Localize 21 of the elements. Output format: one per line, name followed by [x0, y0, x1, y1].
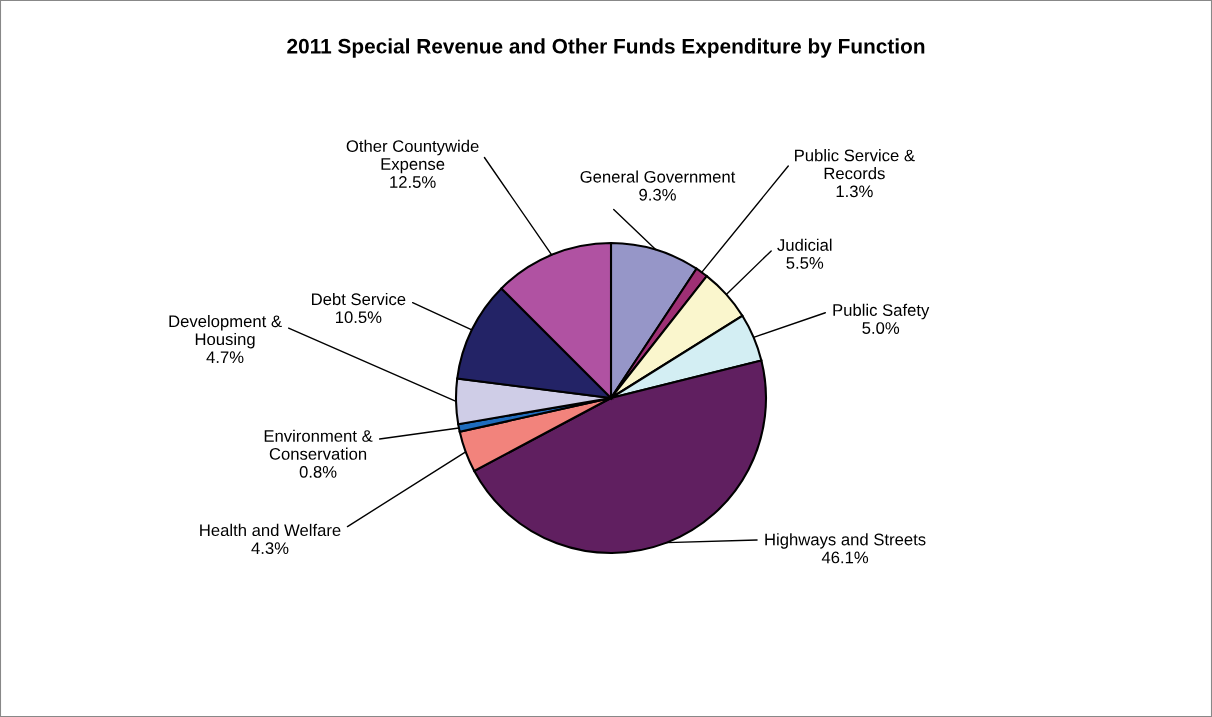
slice-label: Other Countywide Expense — [346, 139, 479, 174]
slice-label: Environment & Conservation — [264, 429, 373, 460]
data-label: 5.5% — [786, 257, 824, 269]
data-label: 12.5% — [390, 176, 436, 188]
slice-label: Debt Service — [312, 292, 406, 306]
data-label: 1.3% — [836, 185, 873, 198]
slice-label: Highways and Streets — [765, 533, 926, 549]
slice-label: Public Safety — [833, 303, 930, 320]
slice-label: Public Service & Records — [795, 149, 915, 180]
slice-label: General Government — [580, 170, 736, 183]
data-label: 4.7% — [206, 351, 244, 364]
chart-title: 2011 Special Revenue and Other Funds Expenditure by Function — [287, 38, 925, 58]
data-label: 5.0% — [862, 322, 900, 334]
data-label: 0.8% — [299, 465, 337, 478]
data-label: 9.3% — [639, 188, 676, 201]
slice-label: Health and Welfare — [200, 523, 341, 537]
data-label: 46.1% — [821, 551, 869, 564]
slice-label: Development & Housing — [169, 314, 282, 349]
data-label: 4.3% — [251, 542, 289, 555]
slice-label: Judicial — [777, 238, 832, 251]
data-label: 10.5% — [335, 311, 382, 324]
